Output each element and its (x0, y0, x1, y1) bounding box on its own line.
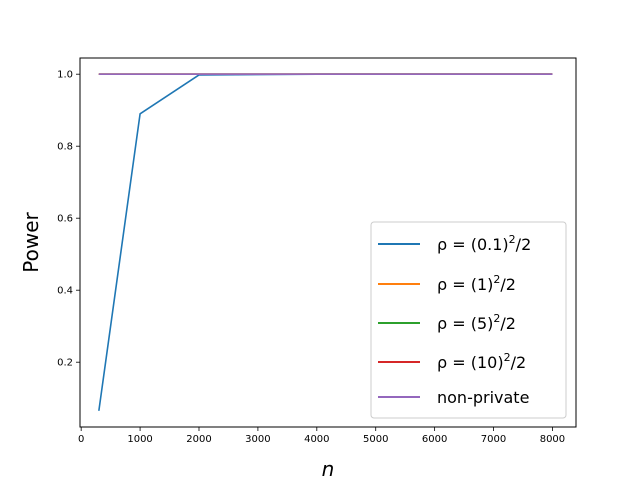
x-tick-label: 3000 (245, 434, 270, 445)
legend-label-3: ρ = (5)2/2 (437, 312, 516, 333)
x-tick-label: 2000 (186, 434, 211, 445)
axes-frame (79, 57, 577, 428)
x-tick-label: 6000 (422, 434, 447, 445)
x-tick-label: 4000 (304, 434, 329, 445)
plot-area (79, 57, 577, 428)
y-tick-label: 0.4 (57, 286, 73, 297)
y-tick-label: 0.8 (57, 142, 73, 153)
legend-label-5: non-private (437, 388, 529, 407)
x-axis-ticks: 0 1000 2000 3000 4000 5000 6000 7000 8000 (78, 427, 565, 445)
x-axis-label: n (322, 457, 335, 480)
legend-label-2: ρ = (1)2/2 (437, 273, 516, 294)
x-tick-label: 8000 (540, 434, 565, 445)
y-axis-ticks: 0.2 0.4 0.6 0.8 1.0 (57, 70, 80, 369)
legend-box (370, 221, 567, 419)
y-axis-label: Power (19, 211, 43, 272)
legend-label-4: ρ = (10)2/2 (437, 351, 526, 372)
legend-label-1: ρ = (0.1)2/2 (437, 233, 531, 254)
y-tick-label: 0.2 (57, 358, 73, 369)
x-tick-label: 5000 (363, 434, 388, 445)
x-tick-label: 0 (78, 434, 84, 445)
y-tick-label: 1.0 (57, 70, 73, 81)
x-tick-label: 1000 (127, 434, 152, 445)
x-tick-label: 7000 (481, 434, 506, 445)
legend: ρ = (0.1)2/2 ρ = (1)2/2 ρ = (5)2/2 ρ = (10)… (370, 221, 567, 419)
y-tick-label: 0.6 (57, 214, 73, 225)
